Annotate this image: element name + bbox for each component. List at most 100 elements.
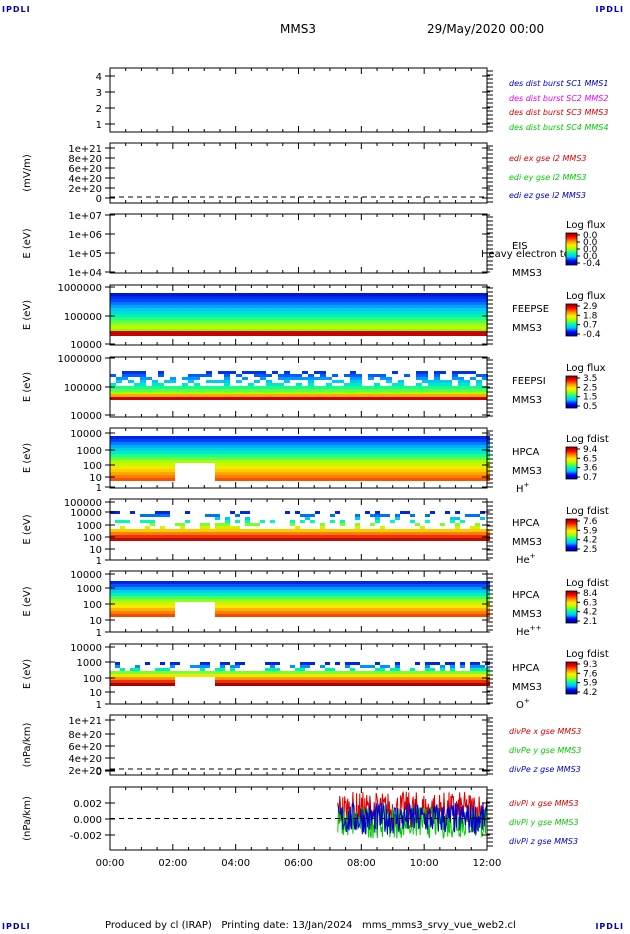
spectrogram-cell [310, 457, 315, 460]
spectrogram-cell [350, 439, 355, 442]
spectrogram-cell [335, 614, 340, 617]
spectrogram-cell [398, 383, 404, 386]
spectrogram-cell [242, 293, 248, 296]
spectrogram-cell [425, 460, 430, 463]
spacecraft-label: MMS3 [512, 268, 542, 279]
spectrogram-cell [305, 448, 310, 451]
y-tick-label: 6e+20 [68, 742, 102, 753]
spectrogram-cell [320, 596, 325, 599]
spectrogram-cell [360, 596, 365, 599]
spectrogram-cell [374, 293, 380, 296]
spectrogram-cell [425, 596, 430, 599]
spectrogram-cell [440, 457, 445, 460]
spectrogram-cell [305, 599, 310, 602]
legend-entry: des dist burst SC1 MMS1 [509, 79, 608, 88]
spectrogram-cell [164, 392, 170, 395]
spectrogram-cell [215, 475, 220, 478]
spectrogram-cell [370, 457, 375, 460]
spectrogram-cell [425, 614, 430, 617]
spectrogram-cell [224, 383, 230, 386]
species-label: O+ [516, 697, 530, 711]
spectrogram-cell [254, 389, 260, 392]
spectrogram-cell [188, 386, 194, 389]
spectrogram-cell [285, 671, 290, 674]
spectrogram-cell [270, 436, 275, 439]
spectrogram-cell [370, 454, 375, 457]
spectrogram-cell [340, 448, 345, 451]
spectrogram-cell [416, 323, 422, 326]
spectrogram-cell [248, 323, 254, 326]
spectrogram-cell [230, 611, 235, 614]
spectrogram-cell [445, 478, 450, 481]
spectrogram-cell [385, 665, 390, 668]
spectrogram-cell [212, 293, 218, 296]
spectrogram-cell [240, 602, 245, 605]
spectrogram-cell [190, 581, 195, 584]
spectrogram-cell [415, 593, 420, 596]
spectrogram-cell [415, 469, 420, 472]
spectrogram-cell [360, 463, 365, 466]
spectrogram-cell [398, 326, 404, 329]
spectrogram-cell [218, 386, 224, 389]
spectrogram-cell [430, 472, 435, 475]
spectrogram-cell [470, 317, 476, 320]
spectrogram-cell [450, 538, 455, 541]
spectrogram-cell [308, 392, 314, 395]
spectrogram-cell [300, 469, 305, 472]
spectrogram-cell [435, 442, 440, 445]
spectrogram-cell [360, 538, 365, 541]
spectrogram-cell [335, 445, 340, 448]
colorbar-tick-label: 5.9 [583, 526, 598, 536]
spectrogram-cell [435, 448, 440, 451]
colorbar-tick-label: 0.0 [583, 238, 598, 248]
spectrogram-cell [380, 677, 385, 680]
spectrogram-cell [140, 308, 146, 311]
spectrogram-cell [460, 611, 465, 614]
spectrogram-cell [128, 326, 134, 329]
spectrogram-cell [235, 584, 240, 587]
spectrogram-cell [428, 314, 434, 317]
spectrogram-cell [218, 302, 224, 305]
spectrogram-cell [164, 386, 170, 389]
spectrogram-cell [440, 439, 445, 442]
spectrogram-cell [260, 317, 266, 320]
corner-label-top-left: IPDLI [2, 5, 31, 14]
spectrogram-cell [242, 392, 248, 395]
spectrogram-cell [116, 311, 122, 314]
spectrogram-cell [355, 590, 360, 593]
spectrogram-cell [395, 584, 400, 587]
spectrogram-cell [405, 614, 410, 617]
spectrogram-cell [398, 317, 404, 320]
spectrogram-cell [390, 469, 395, 472]
spectrogram-cell [155, 590, 160, 593]
spectrogram-cell [266, 314, 272, 317]
spectrogram-cell [400, 460, 405, 463]
colorbar-tick-label: 0.5 [583, 402, 597, 412]
spectrogram-cell [170, 448, 175, 451]
spectrogram-cell [395, 538, 400, 541]
spectrogram-cell [224, 314, 230, 317]
spectrogram-cell [325, 608, 330, 611]
spectrogram-cell [326, 377, 332, 380]
spectrogram-cell [370, 442, 375, 445]
spectrogram-cell [188, 374, 194, 377]
spectrogram-cell [350, 326, 356, 329]
spectrogram-cell [185, 529, 190, 532]
spectrogram-cell [215, 442, 220, 445]
spectrogram-cell [115, 442, 120, 445]
spectrogram-cell [245, 614, 250, 617]
spectrogram-cell [325, 436, 330, 439]
spectrogram-cell [120, 466, 125, 469]
spectrogram-cell [340, 436, 345, 439]
spectrogram-cell [345, 436, 350, 439]
spectrogram-cell [130, 478, 135, 481]
spectrogram-cell [405, 584, 410, 587]
spectrogram-cell [385, 587, 390, 590]
spectrogram-cell [280, 671, 285, 674]
spectrogram-cell [120, 596, 125, 599]
spectrogram-cell [330, 439, 335, 442]
spectrogram-cell [260, 535, 265, 538]
spectrogram-cell [464, 296, 470, 299]
spectrogram-cell [455, 454, 460, 457]
spectrogram-cell [284, 293, 290, 296]
